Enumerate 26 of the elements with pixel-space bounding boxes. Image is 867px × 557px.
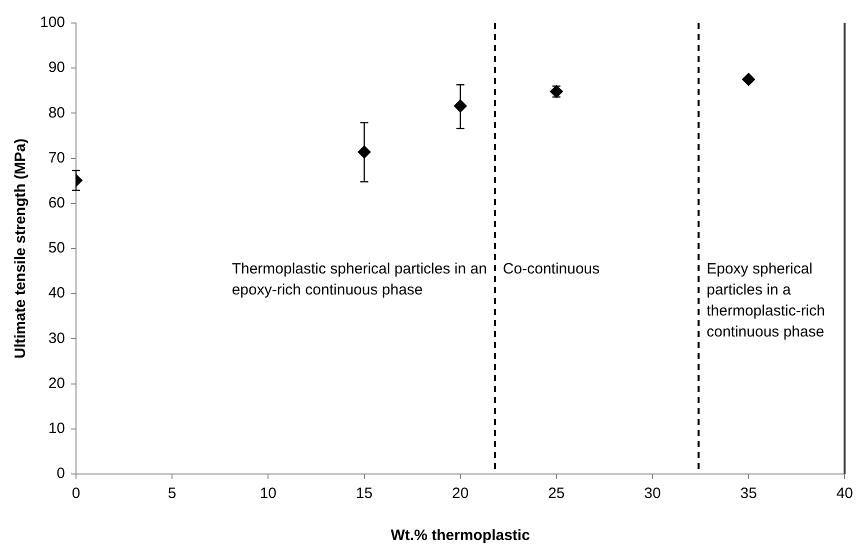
y-tick-label: 20: [48, 374, 66, 392]
y-axis-title: Ultimate tensile strength (MPa): [12, 138, 30, 359]
y-tick-label: 90: [48, 59, 66, 76]
x-tick-label: 25: [548, 485, 565, 502]
y-tick-label: 30: [48, 330, 66, 347]
x-tick-label: 40: [836, 485, 853, 502]
point: [742, 72, 756, 86]
x-tick-label: 20: [452, 485, 469, 502]
x-tick-label: 10: [260, 485, 277, 502]
x-tick-label: 15: [356, 485, 373, 502]
y-tick-label: 100: [40, 14, 66, 32]
y-tick-label: 10: [48, 420, 66, 438]
x-axis-title: Wt.% thermoplastic: [390, 527, 530, 544]
x-tick-label: 35: [740, 485, 757, 502]
x-tick-label: 0: [72, 485, 80, 502]
annotation: Co-continuous: [502, 260, 600, 278]
x-tick-label: 30: [644, 485, 661, 502]
y-tick-label: 70: [48, 149, 66, 166]
y-tick-label: 40: [48, 284, 66, 302]
annotation: Thermoplastic spherical particles in an epoxy-rich continuous phase: [232, 260, 487, 299]
y-tick-label: 50: [48, 240, 66, 257]
annotation: Epoxy spherical particles in a thermoplastic-rich continuous phase: [706, 260, 825, 341]
y-tick-label: 0: [56, 465, 66, 482]
y-tick-label: 80: [48, 104, 66, 122]
x-tick-label: 5: [168, 485, 176, 502]
y-tick-label: 60: [48, 194, 66, 212]
